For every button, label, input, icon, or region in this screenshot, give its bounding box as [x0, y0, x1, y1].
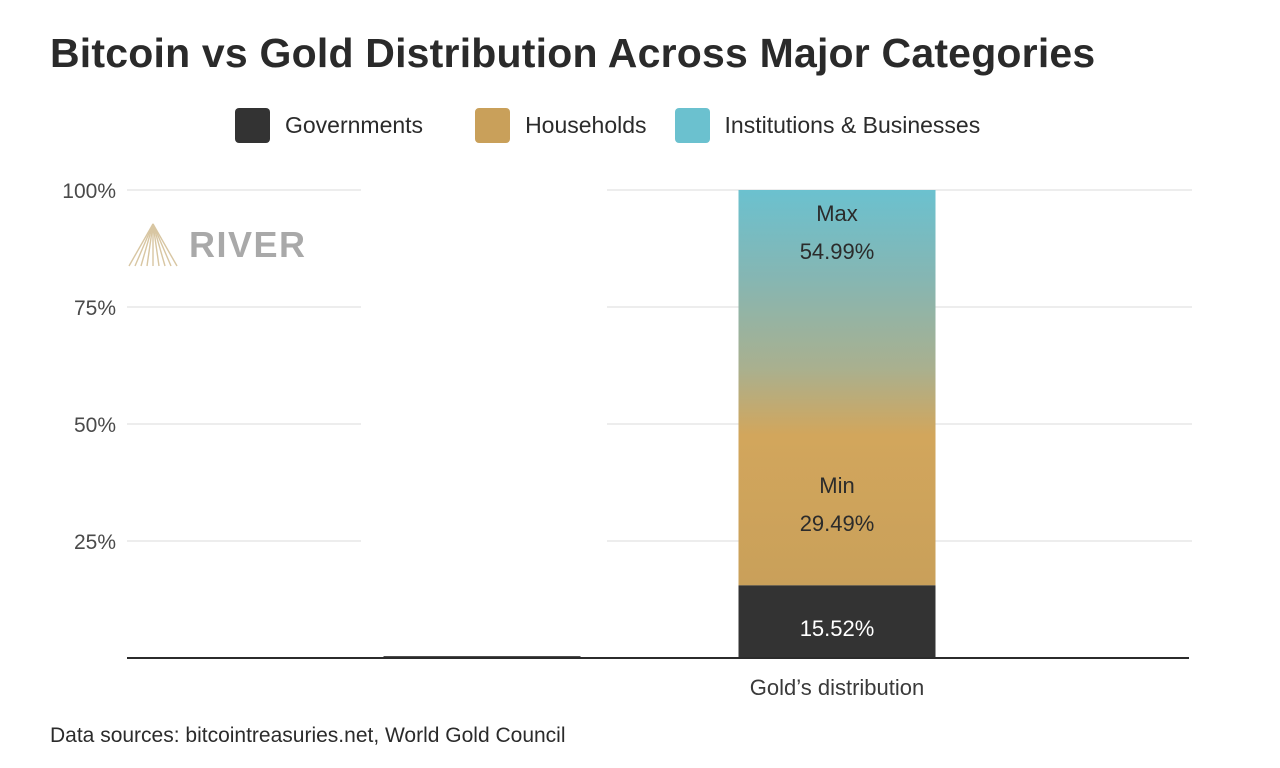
legend-item-governments: Governments — [235, 108, 423, 143]
watermark-text: RIVER — [189, 224, 307, 265]
y-tick-label: 25% — [74, 531, 116, 554]
legend-item-institutions: Institutions & Businesses — [674, 108, 981, 143]
data-label: 29.49% — [800, 511, 875, 536]
chart-legend: Governments Households Institutions & Bu… — [235, 108, 1008, 143]
y-tick-label: 100% — [62, 180, 116, 203]
data-label: 54.99% — [800, 239, 875, 264]
y-tick-label: 50% — [74, 414, 116, 437]
x-category-label: Gold’s distribution — [750, 675, 924, 700]
data-label: Max — [816, 201, 858, 226]
legend-label-institutions: Institutions & Businesses — [724, 112, 981, 138]
legend-label-households: Households — [525, 112, 647, 138]
legend-swatch-governments — [235, 108, 270, 143]
bar-segment-households-institutions — [738, 190, 936, 586]
river-watermark: RIVER — [127, 222, 307, 268]
bar-segment-governments — [738, 585, 936, 658]
y-tick-label: 75% — [74, 297, 116, 320]
river-mountain-logo-icon — [128, 223, 178, 267]
data-source-note: Data sources: bitcointreasuries.net, Wor… — [50, 724, 566, 747]
data-label: 15.52% — [800, 616, 875, 641]
legend-label-governments: Governments — [285, 112, 424, 138]
legend-swatch-households — [475, 108, 511, 143]
legend-item-households: Households — [475, 108, 647, 143]
chart-title: Bitcoin vs Gold Distribution Across Majo… — [50, 30, 1096, 76]
data-label: Min — [819, 473, 854, 498]
legend-swatch-institutions — [674, 108, 710, 143]
